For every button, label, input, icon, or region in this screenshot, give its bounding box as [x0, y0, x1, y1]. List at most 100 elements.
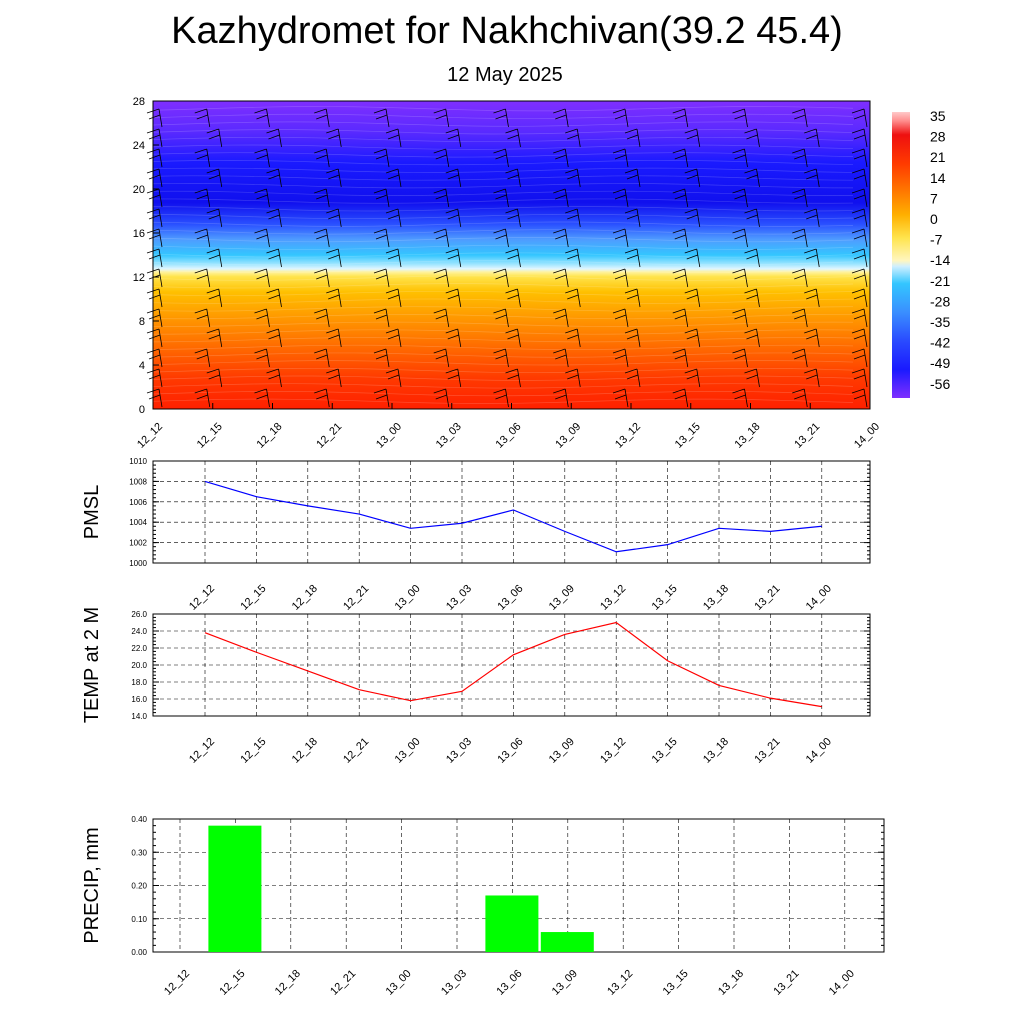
wind-barb [612, 148, 629, 168]
wind-barb [851, 148, 868, 168]
contour-line [152, 260, 854, 266]
contour-line [152, 352, 854, 358]
wind-barb [624, 368, 641, 388]
wind-barb [672, 188, 689, 208]
x-tick-label: 12_15 [217, 968, 247, 998]
x-tick-label: 13_09 [547, 583, 577, 613]
contour-line [152, 244, 854, 250]
contour-line [152, 391, 854, 397]
x-tick-label: 13_06 [494, 421, 524, 451]
wind-barb [433, 108, 450, 128]
wind-barb [194, 228, 211, 248]
x-tick-label: 13_00 [374, 421, 404, 451]
wind-barb [672, 268, 689, 288]
y-tick-label: 1002 [129, 539, 147, 548]
wind-barb [314, 348, 330, 368]
wind-barb [684, 328, 701, 348]
contour-line [152, 306, 854, 312]
wind-barb [266, 288, 282, 308]
wind-barb [445, 368, 462, 388]
wind-barb [445, 208, 462, 228]
x-tick-label: 13_03 [439, 968, 469, 998]
contour-line [152, 175, 854, 181]
wind-barb [851, 188, 868, 208]
wind-barb [266, 208, 282, 228]
y-tick-label: 0.30 [131, 848, 147, 857]
wind-barb [254, 308, 270, 328]
x-tick-label: 12_15 [195, 421, 225, 451]
y-tick-label: 0 [139, 404, 145, 416]
x-tick-label: 13_15 [673, 421, 703, 451]
wind-barb [732, 268, 748, 288]
contour-line [152, 321, 854, 327]
wind-barb [553, 388, 569, 408]
contour-line [152, 113, 854, 119]
x-tick-label: 13_03 [444, 736, 474, 766]
wind-barb [433, 268, 450, 288]
wind-barb [553, 268, 569, 288]
x-tick-label: 13_03 [434, 421, 464, 451]
wind-barb [624, 208, 641, 228]
x-tick-label: 13_06 [494, 968, 524, 998]
x-tick-label: 13_00 [384, 968, 414, 998]
wind-barb [433, 308, 450, 328]
precip-panel: 0.00 0.10 0.20 0.30 0.40 12_12 12_15 12_18 12_21… [81, 815, 885, 998]
wind-barb [672, 228, 689, 248]
contour-line [152, 267, 854, 273]
wind-barb [433, 388, 450, 408]
wind-barb [792, 148, 808, 168]
wind-barb [565, 208, 581, 228]
wind-barb [266, 248, 282, 268]
wind-barb [565, 288, 581, 308]
y-tick-label: 0.20 [131, 882, 147, 891]
wind-barb [732, 308, 748, 328]
wind-barb [493, 388, 509, 408]
colorbar-label: 21 [930, 149, 946, 165]
x-tick-label: 12_12 [135, 421, 165, 451]
wind-barb [206, 168, 223, 188]
wind-barb [744, 288, 760, 308]
wind-barb [744, 248, 760, 268]
contour-line [152, 329, 854, 335]
x-tick-label: 14_00 [827, 968, 857, 998]
wind-barb [373, 308, 390, 328]
x-tick-label: 13_00 [393, 736, 423, 766]
wind-barb [266, 168, 282, 188]
wind-barb [433, 148, 450, 168]
wind-barb [672, 108, 689, 128]
wind-barb [792, 228, 808, 248]
x-tick-label: 12_21 [341, 583, 371, 613]
colorbar-label: -28 [930, 293, 950, 309]
wind-barb [851, 168, 868, 188]
wind-barb [194, 388, 211, 408]
x-tick-label: 12_15 [238, 736, 268, 766]
wind-barb [851, 328, 868, 348]
chart-subtitle: 12 May 2025 [447, 64, 563, 86]
wind-barb [505, 288, 521, 308]
wind-barb [612, 348, 629, 368]
wind-barb [505, 368, 521, 388]
x-tick-label: 12_18 [255, 421, 285, 451]
wind-barb [266, 128, 282, 148]
wind-barb [254, 388, 270, 408]
x-tick-label: 13_00 [393, 583, 423, 613]
chart-title: Kazhydromet for Nakhchivan(39.2 45.4) [171, 10, 843, 52]
wind-barb [624, 168, 641, 188]
x-tick-label: 13_21 [792, 421, 822, 451]
wind-barb [612, 308, 629, 328]
wind-barb [194, 308, 211, 328]
wind-barb [433, 348, 450, 368]
x-tick-label: 13_03 [444, 583, 474, 613]
wind-barb [206, 208, 223, 228]
wind-barb [254, 188, 270, 208]
wind-barb [851, 268, 868, 288]
wind-barb [732, 108, 748, 128]
contour-line [152, 283, 854, 289]
x-tick-label: 13_18 [716, 968, 746, 998]
wind-barb [851, 108, 868, 128]
wind-barb [684, 288, 701, 308]
y-tick-label: 24.0 [131, 627, 147, 636]
colorbar-label: -42 [930, 335, 950, 351]
contour-line [152, 160, 854, 166]
wind-barb [672, 348, 689, 368]
